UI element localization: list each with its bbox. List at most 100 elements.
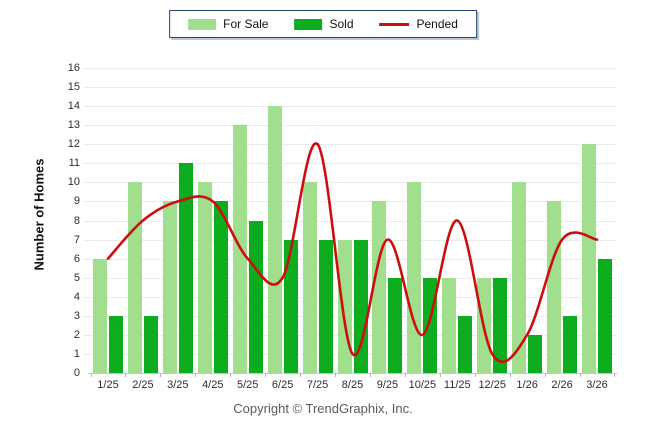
- x-tick-label: 3/26: [586, 379, 608, 391]
- x-axis-tick: [90, 373, 92, 377]
- y-tick-label: 15: [67, 81, 80, 94]
- x-tick-label: 3/25: [167, 379, 189, 391]
- y-tick-label: 9: [73, 195, 80, 208]
- y-tick-label: 10: [67, 176, 80, 189]
- x-axis-tick: [300, 373, 302, 377]
- bar-sold-5-25: [248, 220, 263, 373]
- y-tick-label: 4: [73, 290, 80, 303]
- bar-for-sale-3-25: [162, 201, 177, 373]
- y-tick-label: 11: [68, 157, 80, 170]
- y-tick-label: 13: [67, 119, 80, 132]
- y-tick-label: 2: [73, 328, 80, 341]
- x-axis-tick-labels: 1/25 2/25 3/25 4/25 5/25 6/25 7/25 8/25 9/25 10/2…: [0, 379, 646, 395]
- x-axis-tick: [125, 373, 127, 377]
- gridline: [83, 68, 617, 69]
- x-tick-label: 4/25: [202, 379, 224, 391]
- bar-for-sale-6-25: [267, 106, 282, 373]
- copyright-text: Copyright © TrendGraphix, Inc.: [233, 401, 413, 416]
- legend-label-pended: Pended: [416, 17, 458, 31]
- y-tick-label: 0: [73, 367, 80, 379]
- bar-sold-9-25: [388, 277, 403, 373]
- bar-for-sale-8-25: [337, 239, 352, 373]
- y-tick-label: 14: [67, 100, 80, 113]
- y-tick-label: 5: [73, 271, 80, 284]
- x-tick-label: 10/25: [408, 379, 437, 391]
- x-axis-tick: [404, 373, 406, 377]
- y-axis-tick-labels: 0 1 2 3 4 5 6 7 8 9 10 11 12 13 14 15 16: [0, 0, 80, 434]
- gridline: [83, 144, 617, 146]
- gridline: [83, 163, 617, 165]
- bar-sold-2-25: [143, 315, 158, 373]
- x-axis-tick: [614, 373, 616, 377]
- bar-for-sale-1-26: [512, 182, 527, 373]
- bar-for-sale-9-25: [372, 201, 387, 373]
- bar-for-sale-2-25: [127, 182, 142, 373]
- x-axis-tick: [579, 373, 581, 377]
- bar-for-sale-2-26: [547, 201, 562, 373]
- x-tick-label: 1/26: [516, 379, 538, 391]
- y-tick-label: 6: [73, 252, 80, 265]
- x-tick-label: 6/25: [271, 379, 294, 391]
- y-tick-label: 7: [73, 233, 80, 246]
- x-tick-label: 7/25: [306, 379, 329, 391]
- x-axis-tick: [544, 373, 546, 377]
- x-axis-tick: [160, 373, 162, 377]
- bar-sold-12-25: [493, 277, 508, 373]
- x-axis-tick: [439, 373, 441, 377]
- plot-area: [83, 68, 617, 377]
- x-axis-tick: [509, 373, 511, 377]
- bar-sold-10-25: [423, 277, 438, 373]
- bar-for-sale-3-26: [582, 144, 596, 373]
- gridline: [83, 182, 617, 184]
- x-axis-tick: [335, 373, 337, 377]
- x-axis-tick: [195, 373, 197, 377]
- x-tick-label: 2/26: [551, 379, 573, 391]
- sold-swatch-icon: [294, 18, 323, 30]
- gridline: [83, 125, 617, 127]
- x-tick-label: 9/25: [376, 379, 399, 391]
- gridline: [83, 87, 617, 89]
- bar-for-sale-7-25: [302, 182, 317, 373]
- y-tick-label: 1: [73, 347, 80, 360]
- bar-for-sale-10-25: [407, 182, 422, 373]
- legend-item-sold: Sold: [294, 17, 354, 31]
- y-tick-label: 12: [67, 138, 80, 151]
- y-tick-label: 16: [67, 62, 80, 74]
- bar-sold-1-25: [109, 315, 123, 373]
- bar-for-sale-5-25: [232, 125, 247, 373]
- bar-sold-7-25: [318, 239, 333, 373]
- legend-item-for-sale: For Sale: [188, 17, 268, 31]
- legend: For Sale Sold Pended: [169, 10, 477, 38]
- bar-sold-8-25: [353, 239, 368, 373]
- x-axis-tick: [369, 373, 371, 377]
- legend-item-pended: Pended: [379, 17, 458, 31]
- x-tick-label: 12/25: [478, 379, 506, 391]
- bar-sold-3-26: [598, 258, 612, 373]
- bar-for-sale-4-25: [197, 182, 212, 373]
- pended-line-icon: [379, 22, 410, 26]
- y-tick-label: 3: [73, 309, 80, 322]
- bar-sold-6-25: [283, 239, 298, 373]
- x-tick-label: 2/25: [132, 379, 154, 391]
- bar-sold-1-26: [528, 334, 543, 373]
- x-tick-label: 1/25: [97, 379, 119, 391]
- x-tick-label: 8/25: [341, 379, 364, 391]
- bar-for-sale-1-25: [93, 258, 107, 373]
- y-tick-label: 8: [73, 214, 80, 227]
- x-axis-tick: [230, 373, 232, 377]
- bar-sold-4-25: [213, 201, 228, 373]
- legend-label-sold: Sold: [329, 17, 354, 31]
- x-axis-tick: [474, 373, 476, 377]
- bar-for-sale-12-25: [477, 277, 492, 373]
- for-sale-swatch-icon: [188, 18, 217, 30]
- x-tick-label: 11/25: [443, 379, 471, 391]
- x-tick-label: 5/25: [236, 379, 259, 391]
- legend-label-for-sale: For Sale: [223, 17, 269, 31]
- gridline: [83, 106, 617, 108]
- x-axis-tick: [265, 373, 267, 377]
- bar-for-sale-11-25: [442, 277, 457, 373]
- bar-sold-2-26: [563, 315, 578, 373]
- bar-sold-11-25: [458, 315, 473, 373]
- bar-sold-3-25: [178, 163, 193, 373]
